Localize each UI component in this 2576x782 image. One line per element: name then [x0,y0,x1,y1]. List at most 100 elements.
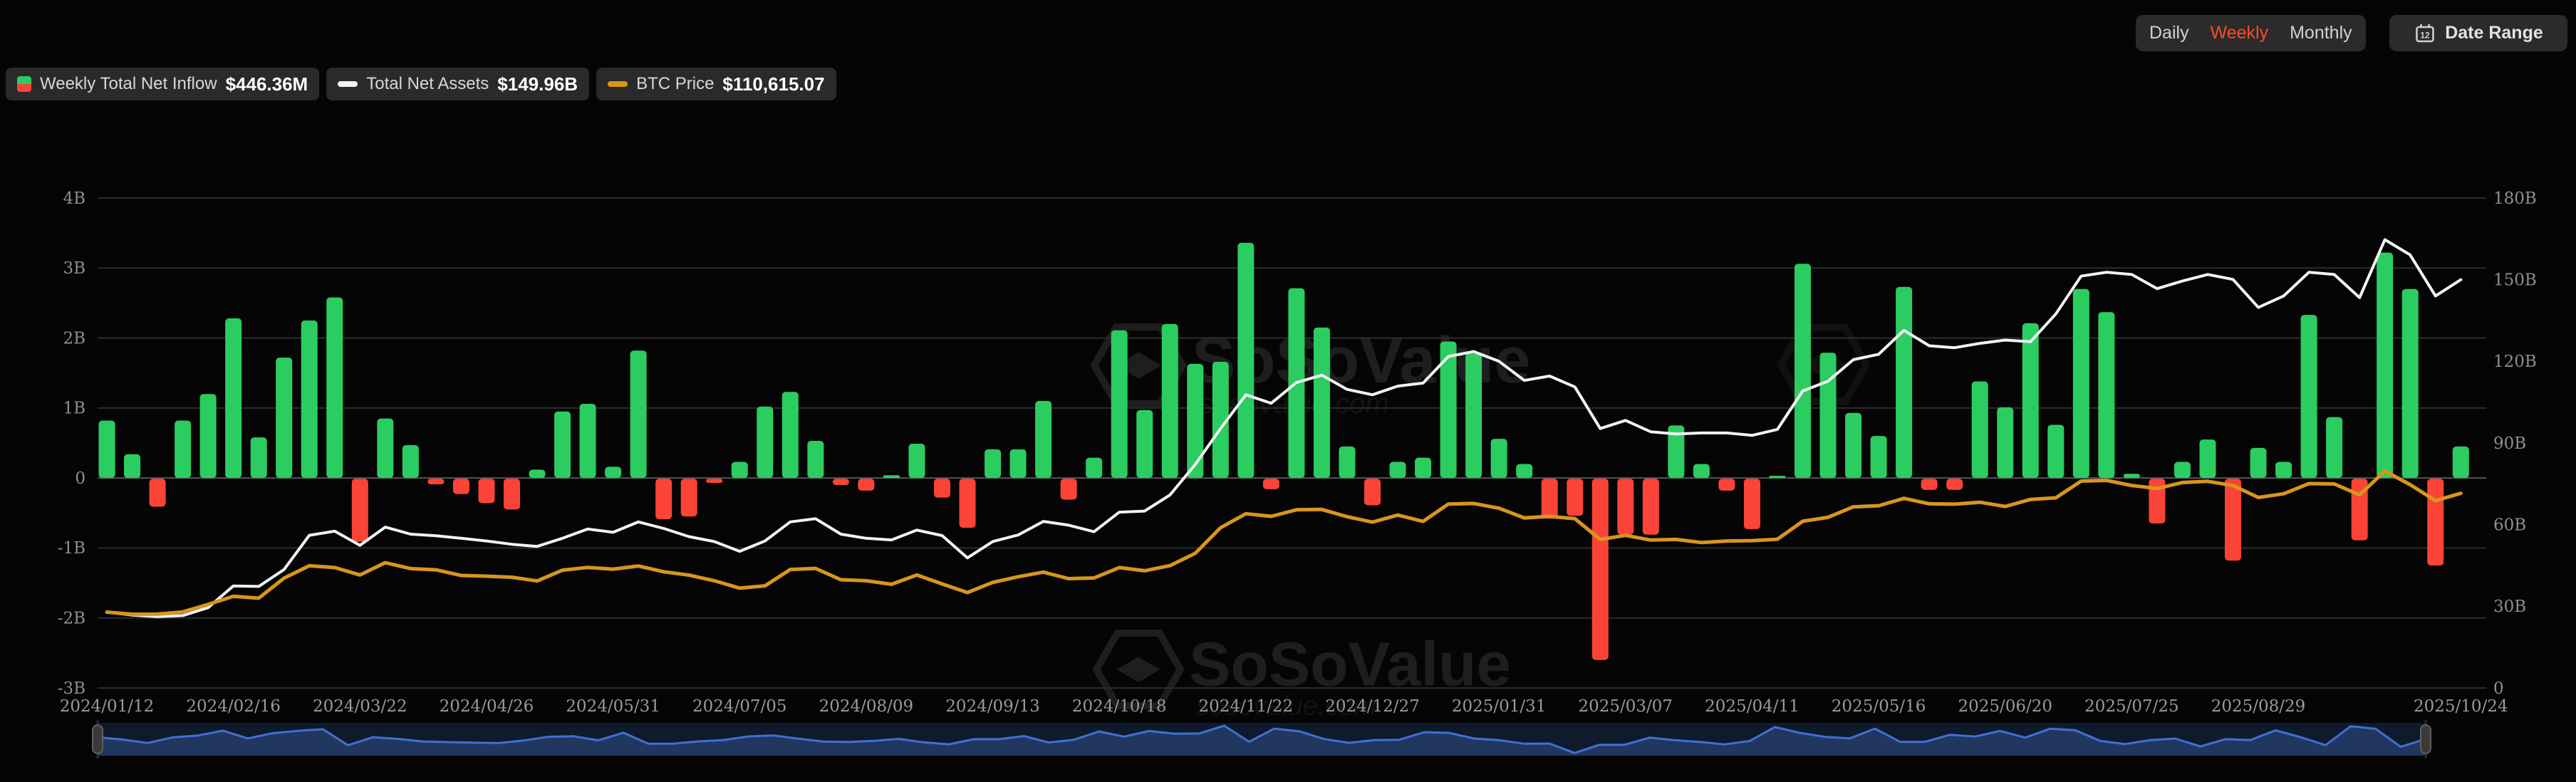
inflow-bar[interactable] [1364,479,1381,506]
inflow-bar[interactable] [1161,323,1178,479]
inflow-bar[interactable] [402,444,419,479]
inflow-bar[interactable] [1212,361,1229,479]
inflow-bar[interactable] [2047,424,2065,479]
inflow-bar[interactable] [276,358,293,479]
inflow-bar[interactable] [630,350,647,479]
tab-weekly[interactable]: Weekly [2210,23,2269,43]
inflow-bar[interactable] [554,411,571,479]
inflow-bar[interactable] [529,469,546,479]
inflow-bar[interactable] [2149,479,2166,524]
inflow-bar[interactable] [2452,446,2469,479]
inflow-bar[interactable] [908,443,925,479]
date-range-button[interactable]: 12 Date Range [2389,15,2567,51]
inflow-bar[interactable] [1136,410,1153,479]
inflow-bar[interactable] [149,479,166,507]
inflow-bar[interactable] [2225,479,2242,561]
inflow-bar[interactable] [1262,479,1279,489]
inflow-bar[interactable] [605,466,622,479]
inflow-bar[interactable] [1516,464,1533,479]
inflow-bar[interactable] [2174,462,2191,479]
inflow-bar[interactable] [1971,381,1988,479]
inflow-bar[interactable] [1845,412,1862,479]
inflow-bar[interactable] [1086,457,1103,479]
inflow-bar[interactable] [1237,242,1255,479]
inflow-bar[interactable] [452,479,469,494]
navigator-left-handle[interactable] [92,720,103,758]
inflow-bar[interactable] [478,479,495,504]
inflow-bar[interactable] [377,418,394,479]
inflow-bar[interactable] [175,420,192,479]
inflow-bar[interactable] [1313,327,1330,479]
legend-weekly-net-inflow[interactable]: Weekly Total Net Inflow $446.36M [6,68,320,100]
inflow-bar[interactable] [124,454,141,479]
navigator-right-handle[interactable] [2420,720,2431,758]
inflow-bar[interactable] [2377,252,2394,479]
inflow-bar[interactable] [655,479,672,520]
plot-area[interactable] [98,198,2486,688]
inflow-bar[interactable] [2275,462,2292,479]
inflow-bar[interactable] [427,479,445,485]
inflow-bar[interactable] [2022,323,2039,479]
inflow-bar[interactable] [731,462,748,479]
inflow-bar[interactable] [1490,439,1507,479]
inflow-bar[interactable] [1997,407,2014,479]
inflow-bar[interactable] [250,437,267,479]
inflow-bar[interactable] [1541,479,1558,519]
inflow-bar[interactable] [2300,315,2317,479]
inflow-bar[interactable] [1946,479,1963,490]
inflow-bar[interactable] [326,297,343,479]
inflow-bar[interactable] [1111,330,1128,479]
inflow-bar[interactable] [1060,479,1077,500]
tab-monthly[interactable]: Monthly [2290,23,2352,43]
inflow-bar[interactable] [781,392,799,479]
inflow-bar[interactable] [1795,264,1812,479]
inflow-bar[interactable] [98,420,115,479]
inflow-bar[interactable] [1642,479,1659,535]
inflow-bar[interactable] [2098,312,2115,479]
inflow-bar[interactable] [985,449,1002,479]
navigator[interactable] [92,720,2431,758]
inflow-bar[interactable] [1009,449,1027,479]
inflow-bar[interactable] [1870,436,1887,479]
legend-btc-price[interactable]: BTC Price $110,615.07 [596,68,836,100]
inflow-bar[interactable] [1415,457,1432,479]
inflow-bar[interactable] [2123,474,2140,479]
inflow-bar[interactable] [1693,464,1710,479]
inflow-bar[interactable] [858,479,875,491]
inflow-bar[interactable] [1743,479,1760,529]
inflow-bar[interactable] [1465,353,1482,479]
inflow-bar[interactable] [225,318,242,479]
inflow-bar[interactable] [2326,417,2343,479]
inflow-bar[interactable] [1617,479,1634,535]
inflow-bar[interactable] [1769,476,1786,479]
inflow-bar[interactable] [1339,446,1356,479]
inflow-bar[interactable] [579,403,596,479]
inflow-bar[interactable] [883,475,900,479]
inflow-bar[interactable] [1718,479,1735,491]
inflow-bar[interactable] [680,479,697,517]
inflow-bar[interactable] [1921,479,1938,490]
inflow-bar[interactable] [301,320,318,479]
legend-total-net-assets[interactable]: Total Net Assets $149.96B [326,68,590,100]
inflow-bar[interactable] [2401,288,2419,479]
inflow-bar[interactable] [807,441,824,479]
tab-daily[interactable]: Daily [2149,23,2189,43]
inflow-bar[interactable] [832,479,849,485]
inflow-bar[interactable] [1668,425,1685,479]
inflow-bar[interactable] [1440,341,1457,479]
inflow-bar[interactable] [1035,401,1052,479]
inflow-bar[interactable] [503,479,520,510]
inflow-bar[interactable] [959,479,976,528]
inflow-bar[interactable] [2199,439,2216,479]
inflow-bar[interactable] [2250,447,2267,479]
inflow-bar[interactable] [1591,479,1609,660]
inflow-bar[interactable] [351,479,368,542]
inflow-bar[interactable] [2072,288,2089,479]
inflow-bar[interactable] [1567,479,1584,516]
inflow-bar[interactable] [757,406,774,479]
inflow-bar[interactable] [1187,363,1204,479]
inflow-bar[interactable] [706,479,723,484]
inflow-bar[interactable] [199,394,217,479]
inflow-bar[interactable] [933,479,950,498]
